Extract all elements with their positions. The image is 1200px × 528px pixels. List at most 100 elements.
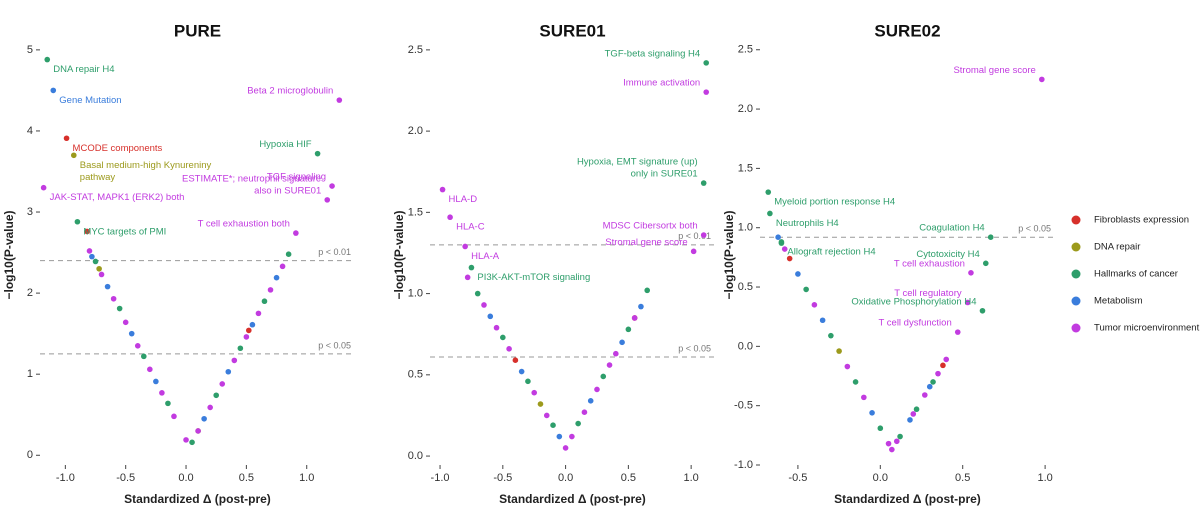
legend-swatch — [1071, 242, 1081, 252]
y-tick-label: 0.5 — [738, 281, 753, 293]
y-tick-label: 1 — [27, 368, 33, 380]
point — [500, 334, 506, 341]
point — [803, 286, 809, 293]
labeled-point — [964, 299, 971, 306]
annotation: Coagulation H4 — [919, 223, 985, 234]
y-tick-label: 0.5 — [408, 369, 423, 381]
labeled-point — [293, 230, 299, 236]
y-tick-label: 2.0 — [408, 125, 423, 137]
y-tick-label: 1.0 — [738, 222, 753, 234]
annotation: MYC targets of PMI — [83, 226, 166, 237]
labeled-point — [329, 183, 335, 189]
x-tick-label: 1.0 — [683, 472, 698, 484]
point — [474, 290, 481, 297]
point — [638, 303, 644, 310]
labeled-point — [968, 269, 974, 276]
annotation: Hypoxia, EMT signature (up) — [577, 157, 698, 168]
x-tick-label: 0.0 — [873, 472, 888, 484]
point — [231, 357, 238, 364]
threshold-label: p < 0.01 — [678, 231, 711, 241]
point — [889, 446, 895, 453]
annotation: HLA-A — [471, 251, 500, 262]
point — [877, 425, 884, 432]
threshold-label: p < 0.01 — [318, 247, 351, 257]
x-tick-label: -1.0 — [431, 472, 450, 484]
labeled-point — [767, 210, 773, 217]
labeled-point — [50, 87, 57, 94]
annotation: JAK-STAT, MAPK1 (ERK2) both — [50, 192, 185, 203]
labeled-point — [74, 218, 81, 225]
annotation: Gene Mutation — [59, 95, 121, 106]
point — [606, 362, 613, 368]
annotation: Stromal gene score — [605, 237, 687, 248]
x-axis-label: Standardized Δ (post-pre) — [499, 492, 646, 506]
point — [493, 324, 500, 331]
y-tick-label: -0.5 — [734, 400, 753, 412]
labeled-point — [765, 189, 772, 195]
point — [213, 392, 220, 399]
point — [201, 415, 207, 422]
annotation: Immune activation — [623, 78, 700, 89]
y-tick-label: 0.0 — [408, 450, 423, 462]
annotation: Allograft rejection H4 — [787, 246, 875, 257]
annotation: HLA-D — [449, 194, 478, 205]
point — [907, 417, 913, 423]
point — [930, 379, 936, 385]
labeled-point — [40, 184, 47, 191]
x-tick-label: 1.0 — [1037, 472, 1052, 484]
labeled-point — [1039, 76, 1045, 83]
y-tick-label: 1.5 — [738, 162, 753, 174]
y-axis-label: −log10(P-value) — [2, 210, 16, 299]
annotation: T cell dysfunction — [879, 318, 952, 329]
x-tick-label: 0.5 — [955, 472, 970, 484]
threshold-label: p < 0.05 — [1018, 224, 1051, 234]
point — [512, 357, 519, 364]
labeled-point — [70, 152, 77, 159]
point — [267, 287, 274, 293]
y-tick-label: 0 — [27, 449, 33, 461]
point — [819, 317, 826, 324]
point — [261, 298, 268, 305]
point — [189, 439, 195, 446]
labeled-point — [979, 307, 986, 314]
point — [237, 345, 244, 352]
point — [116, 305, 123, 312]
labeled-point — [439, 186, 446, 193]
y-tick-label: 2.5 — [408, 44, 423, 56]
labeled-point — [63, 135, 70, 142]
point — [171, 413, 177, 420]
y-axis-label: −log10(P-value) — [392, 210, 406, 299]
point — [631, 315, 638, 321]
point — [550, 422, 556, 428]
labeled-point — [700, 232, 707, 238]
point — [89, 253, 95, 260]
point — [207, 404, 213, 411]
point — [786, 255, 793, 262]
point — [195, 428, 201, 434]
point — [531, 389, 538, 396]
point — [134, 343, 141, 349]
legend-label: Tumor microenvironment — [1094, 323, 1200, 334]
legend-swatch — [1071, 323, 1081, 333]
point — [852, 379, 859, 385]
point — [537, 401, 544, 407]
annotation: Cytotoxicity H4 — [916, 249, 979, 260]
annotation: Oxidative Phosphorylation H4 — [851, 296, 976, 307]
annotation: T cell regulatory — [894, 288, 962, 299]
point — [110, 295, 117, 302]
y-tick-label: 5 — [27, 44, 33, 56]
y-tick-label: -1.0 — [734, 459, 753, 471]
labeled-point — [314, 150, 321, 157]
annotation: PI3K-AKT-mTOR signaling — [477, 272, 590, 283]
point — [844, 363, 851, 370]
point — [575, 420, 581, 427]
point — [828, 332, 834, 339]
point — [587, 398, 594, 404]
point — [897, 433, 903, 440]
legend-label: Fibroblasts expression — [1094, 215, 1189, 226]
point — [84, 228, 90, 235]
point — [811, 302, 818, 308]
point — [140, 353, 147, 360]
chart-title: PURE — [174, 21, 221, 40]
